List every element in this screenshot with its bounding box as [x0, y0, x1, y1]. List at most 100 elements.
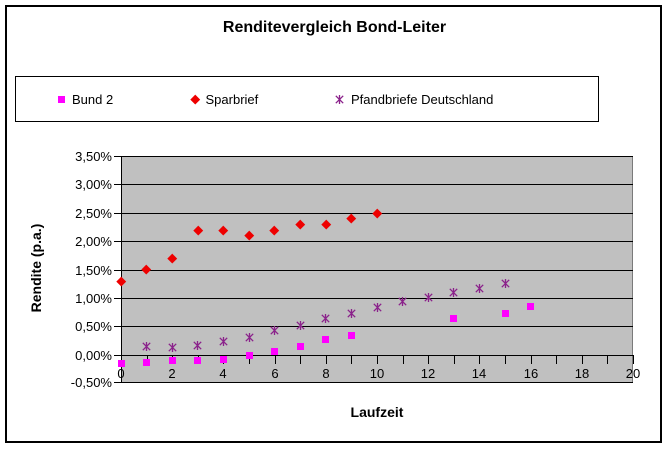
y-axis-line: [121, 156, 122, 383]
legend-item-label: Pfandbriefe Deutschland: [351, 91, 494, 107]
x-tick-label: 16: [523, 366, 539, 381]
x-axis-tick: [607, 355, 608, 364]
y-tick-label: 2,00%: [75, 234, 112, 249]
square-marker-icon: [58, 95, 65, 103]
diamond-marker-icon: [190, 94, 200, 104]
data-point-marker: [475, 280, 484, 298]
y-axis-tick: [114, 213, 121, 214]
xstar-marker-icon: [335, 94, 344, 104]
data-point-marker: [527, 303, 535, 311]
x-tick-label: 8: [322, 366, 330, 381]
data-point-marker: [142, 338, 151, 356]
y-tick-label: 0,00%: [75, 348, 112, 363]
x-axis-tick: [531, 355, 532, 364]
data-point-marker: [269, 225, 280, 235]
x-tick-label: 20: [625, 366, 641, 381]
data-point-marker: [168, 339, 177, 357]
x-tick-label: 6: [271, 366, 279, 381]
data-point-marker: [116, 276, 126, 286]
y-axis-tick: [114, 355, 121, 356]
y-tick-label: 1,00%: [75, 291, 112, 306]
plot-area: 0 2 4 6 8 10 12 14 16 18 20: [116, 156, 640, 383]
data-point-marker: [347, 331, 355, 339]
gridline: [121, 382, 633, 383]
legend-item-bund2: Bund 2: [58, 77, 113, 121]
gridline: [121, 156, 633, 157]
data-point-marker: [219, 355, 227, 363]
x-axis-tick: [454, 355, 455, 364]
x-axis-tick: [582, 355, 583, 364]
data-point-marker: [218, 225, 228, 235]
x-axis-tick: [326, 355, 327, 364]
data-point-marker: [321, 310, 330, 328]
data-point-marker: [245, 351, 253, 359]
data-point-marker: [194, 357, 202, 365]
x-axis-tick: [479, 355, 480, 364]
data-point-marker: [449, 284, 458, 302]
data-point-marker: [347, 305, 356, 323]
data-point-marker: [270, 322, 279, 340]
x-axis-tick: [300, 355, 301, 364]
y-axis-tick: [114, 156, 121, 157]
gridline: [121, 326, 633, 327]
y-axis-tick: [114, 241, 121, 242]
gridline: [121, 184, 633, 185]
data-point-marker: [372, 208, 382, 218]
x-tick-label: 0: [117, 366, 125, 381]
x-axis-title: Laufzeit: [350, 404, 404, 420]
data-point-marker: [450, 315, 458, 323]
legend: Bund 2 Sparbrief Pfandbriefe Deutschland: [15, 76, 599, 122]
y-axis-tick: [114, 184, 121, 185]
y-tick-label: 1,50%: [75, 263, 112, 278]
x-axis-tick: [275, 355, 276, 364]
y-tick-label: 3,00%: [75, 177, 112, 192]
y-tick-label: -0,50%: [70, 375, 112, 390]
x-tick-label: 2: [168, 366, 176, 381]
gridline: [121, 241, 633, 242]
gridline: [121, 298, 633, 299]
x-axis-tick: [633, 355, 634, 364]
x-axis-tick: [351, 355, 352, 364]
data-point-marker: [244, 230, 254, 241]
gridline: [121, 270, 633, 271]
data-point-marker: [244, 329, 254, 347]
data-point-marker: [296, 317, 305, 335]
legend-item-label: Sparbrief: [205, 91, 259, 107]
x-tick-label: 14: [471, 366, 487, 381]
data-point-marker: [219, 333, 228, 351]
chart-title: Renditevergleich Bond-Leiter: [222, 19, 447, 36]
data-point-marker: [193, 337, 202, 355]
y-tick-label: 2,50%: [75, 206, 112, 221]
x-tick-label: 10: [369, 366, 385, 381]
data-point-marker: [501, 309, 509, 317]
y-axis-tick: [114, 326, 121, 327]
data-point-marker: [500, 275, 510, 293]
data-point-marker: [168, 357, 176, 365]
data-point-marker: [143, 358, 151, 366]
y-axis-tick: [114, 382, 121, 383]
x-tick-label: 18: [574, 366, 590, 381]
data-point-marker: [141, 264, 152, 275]
x-axis-tick: [505, 355, 506, 364]
data-point-marker: [117, 359, 125, 367]
x-axis-tick: [377, 355, 378, 364]
legend-item-sparbrief: Sparbrief: [190, 77, 259, 121]
data-point-marker: [372, 299, 382, 317]
x-axis-tick: [121, 355, 122, 364]
x-axis-tick: [403, 355, 404, 364]
x-axis-tick: [249, 355, 250, 364]
data-point-marker: [167, 253, 177, 263]
y-tick-label: 0,50%: [75, 319, 112, 334]
legend-item-label: Bund 2: [72, 91, 114, 107]
data-point-marker: [193, 225, 203, 235]
x-tick-label: 12: [420, 366, 436, 381]
data-point-marker: [321, 219, 331, 229]
data-point-marker: [295, 219, 305, 229]
data-point-marker: [296, 343, 304, 351]
y-tick-label: 3,50%: [75, 149, 112, 164]
x-axis-tick: [428, 355, 429, 364]
data-point-marker: [322, 335, 330, 343]
data-point-marker: [424, 289, 433, 307]
plot-right-edge: [632, 156, 633, 383]
y-axis-tick: [114, 298, 121, 299]
